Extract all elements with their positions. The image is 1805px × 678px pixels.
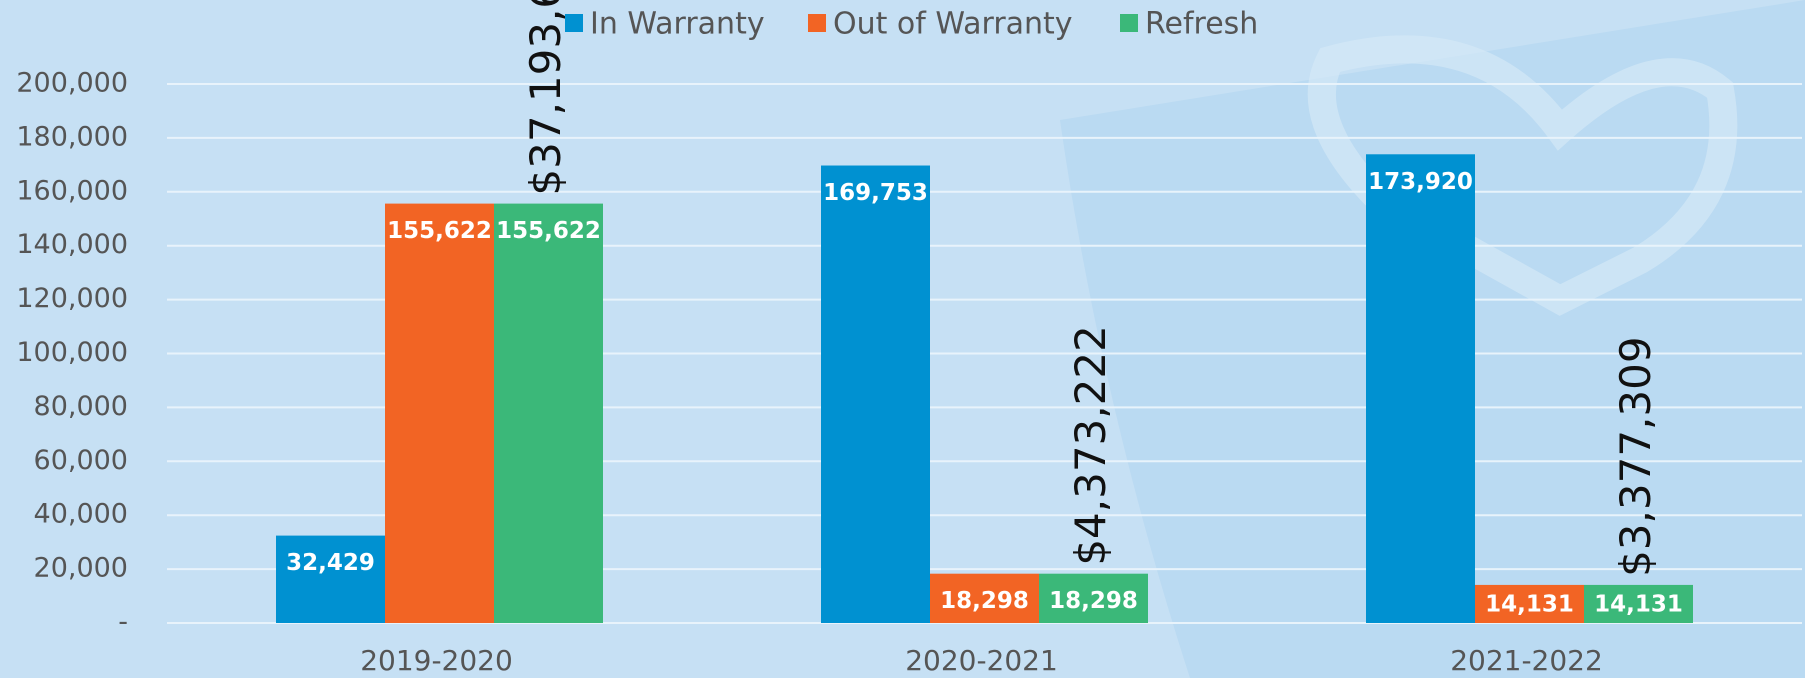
decoration xyxy=(1307,35,1738,316)
y-tick-label: 200,000 xyxy=(16,68,128,99)
value-label: 155,622 xyxy=(496,218,601,244)
y-tick-label: 60,000 xyxy=(34,445,128,476)
legend-label: Out of Warranty xyxy=(833,7,1073,42)
bar xyxy=(1584,584,1693,623)
value-label: 14,131 xyxy=(1485,592,1574,618)
y-tick-label: 160,000 xyxy=(16,175,128,206)
legend-swatch xyxy=(1120,14,1138,32)
x-tick-label: 2019-2020 xyxy=(360,644,513,677)
value-label: 155,622 xyxy=(387,218,492,244)
bar xyxy=(930,573,1039,623)
bar xyxy=(385,203,494,624)
value-label: 18,298 xyxy=(940,588,1029,614)
y-tick-label: 120,000 xyxy=(16,283,128,314)
y-tick-label: 20,000 xyxy=(34,553,128,584)
bar xyxy=(1039,573,1148,623)
bar xyxy=(1475,584,1584,623)
bar xyxy=(1366,154,1475,624)
value-label: 169,753 xyxy=(823,180,928,206)
y-tick-label: 80,000 xyxy=(34,391,128,422)
bar xyxy=(276,535,385,623)
value-label: 32,429 xyxy=(286,550,375,576)
annotation: $4,373,222 xyxy=(1066,325,1115,565)
legend-label: Refresh xyxy=(1145,7,1258,42)
y-tick-label: - xyxy=(118,607,128,638)
legend-swatch xyxy=(565,14,583,32)
bar xyxy=(494,203,603,624)
legend-swatch xyxy=(808,14,826,32)
annotation: $37,193,658 xyxy=(521,0,570,196)
y-tick-label: 140,000 xyxy=(16,229,128,260)
value-label: 173,920 xyxy=(1368,169,1473,195)
value-label: 14,131 xyxy=(1594,592,1683,618)
y-tick-label: 40,000 xyxy=(34,499,128,530)
value-label: 18,298 xyxy=(1049,588,1138,614)
y-tick-label: 100,000 xyxy=(16,337,128,368)
annotation: $3,377,309 xyxy=(1611,336,1660,576)
legend-label: In Warranty xyxy=(590,7,765,42)
x-tick-label: 2020-2021 xyxy=(905,644,1058,677)
bar xyxy=(821,165,930,623)
y-tick-label: 180,000 xyxy=(16,121,128,152)
x-tick-label: 2021-2022 xyxy=(1450,644,1603,677)
